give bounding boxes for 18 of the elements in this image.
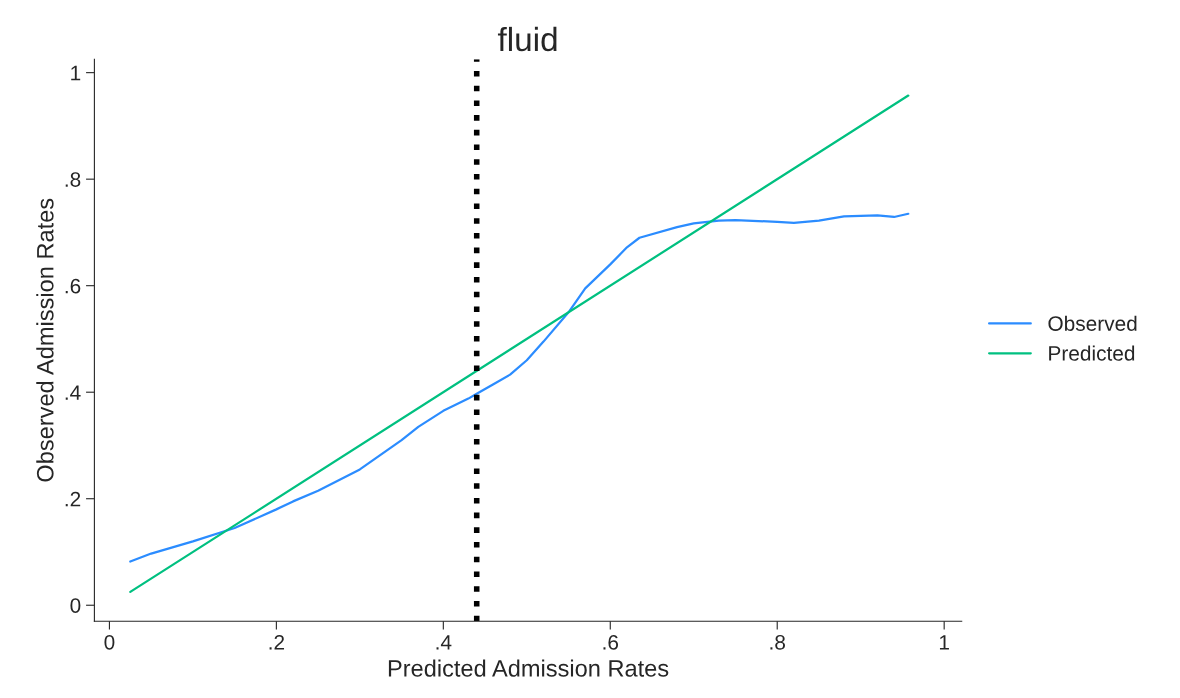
legend-label: Observed <box>1048 315 1137 331</box>
y-axis-title: Observed Admission Rates <box>36 198 54 482</box>
x-tick-label: .4 <box>436 635 452 650</box>
y-tick-label: 0 <box>70 598 81 613</box>
chart-title: fluid <box>497 26 557 52</box>
y-tick-label: .2 <box>65 491 81 507</box>
x-tick-label: .8 <box>770 634 785 650</box>
line-series <box>129 212 910 563</box>
y-tick-label: .6 <box>65 278 81 294</box>
x-tick-label: .6 <box>603 634 619 650</box>
x-axis-title: Predicted Admission Rates <box>388 659 669 677</box>
x-tick-label: .2 <box>269 634 285 650</box>
y-tick-label: .8 <box>65 172 81 187</box>
x-tick-label: 1 <box>939 635 949 650</box>
x-tick-label: 0 <box>104 634 115 650</box>
y-tick-label: 1 <box>71 65 81 81</box>
legend-label: Predicted <box>1049 345 1135 361</box>
y-tick-label: .4 <box>65 385 81 400</box>
